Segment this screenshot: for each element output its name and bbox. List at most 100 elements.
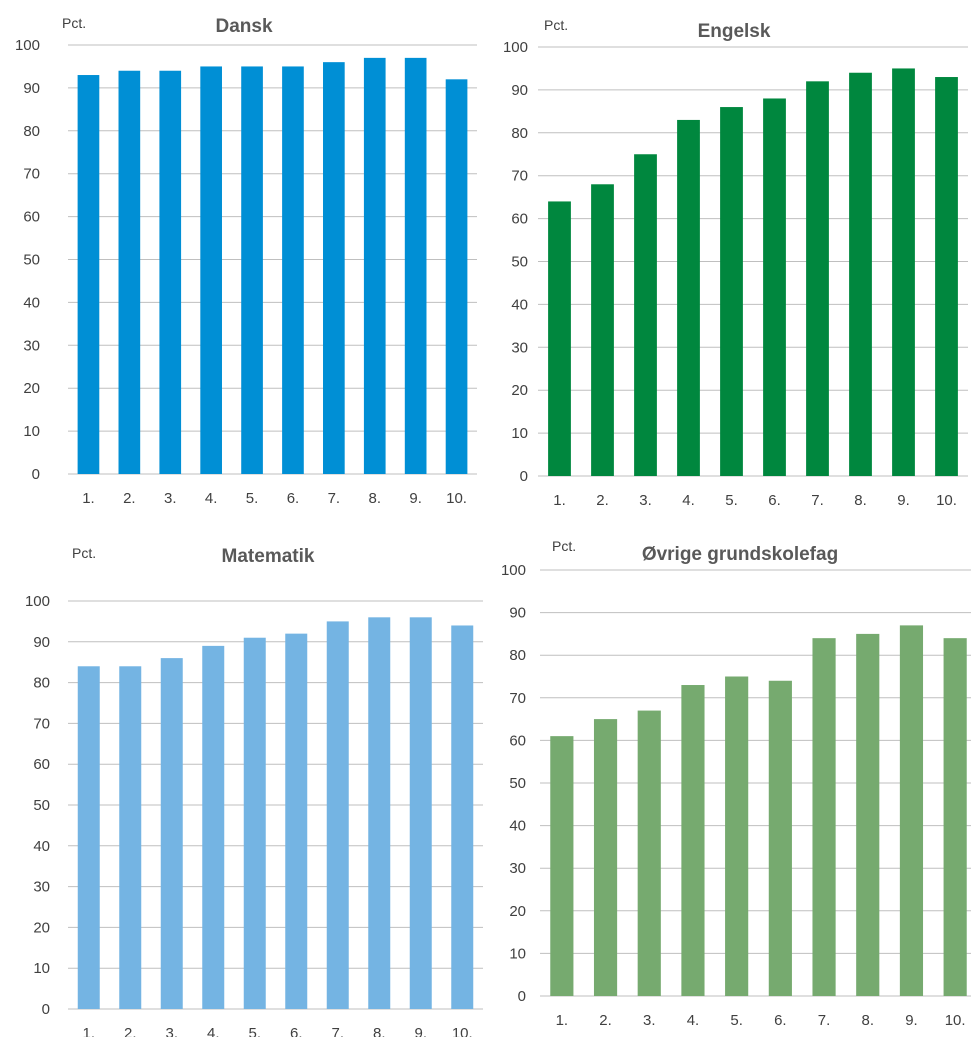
x-tick-label: 4. — [682, 492, 695, 509]
y-tick-label: 50 — [33, 797, 50, 814]
bar — [118, 70, 141, 475]
bar — [159, 70, 182, 475]
x-tick-label: 10. — [446, 490, 467, 507]
x-tick-label: 9. — [409, 490, 422, 507]
x-tick-label: 8. — [368, 490, 381, 507]
bar — [77, 666, 100, 1009]
bar — [943, 638, 967, 996]
bar — [935, 77, 958, 476]
x-tick-label: 3. — [165, 1025, 178, 1037]
bar — [451, 625, 474, 1009]
bar — [806, 81, 829, 476]
chart-title: Dansk — [215, 16, 272, 37]
y-tick-label: 30 — [33, 879, 50, 896]
y-tick-label: 40 — [33, 838, 50, 855]
x-tick-label: 1. — [556, 1012, 569, 1029]
y-tick-label: 90 — [509, 605, 526, 622]
y-tick-label: 10 — [509, 945, 526, 962]
x-tick-label: 6. — [287, 490, 300, 507]
x-tick-label: 1. — [82, 490, 95, 507]
y-tick-label: 70 — [33, 715, 50, 732]
y-tick-label: 10 — [511, 425, 528, 442]
bar — [200, 66, 222, 474]
x-tick-label: 2. — [124, 1025, 137, 1037]
x-tick-label: 3. — [164, 490, 177, 507]
x-tick-label: 3. — [643, 1012, 656, 1029]
y-tick-label: 0 — [32, 466, 40, 483]
x-tick-label: 8. — [861, 1012, 874, 1029]
x-tick-label: 9. — [414, 1025, 427, 1037]
chart-dansk: 0 10 20 30 40 50 60 70 80 90 100 1. 2. 3. 4. 5. 6. 7. 8. 9.… — [15, 15, 477, 507]
bar — [634, 154, 657, 476]
x-tick-label: 6. — [290, 1025, 303, 1037]
bar — [637, 710, 661, 996]
y-tick-label: 40 — [509, 818, 526, 835]
y-axis-label: Pct. — [544, 17, 568, 33]
y-tick-label: 80 — [511, 125, 528, 142]
y-tick-label: 20 — [23, 380, 40, 397]
y-tick-label: 70 — [23, 166, 40, 183]
bar — [160, 658, 183, 1009]
x-tick-label: 10. — [945, 1012, 966, 1029]
x-tick-label: 2. — [599, 1012, 612, 1029]
y-tick-label: 80 — [33, 675, 50, 692]
y-tick-label: 80 — [23, 123, 40, 140]
bar — [681, 685, 705, 996]
x-tick-label: 8. — [854, 492, 867, 509]
x-tick-label: 7. — [331, 1025, 344, 1037]
y-tick-label: 20 — [33, 919, 50, 936]
chart-title: Engelsk — [698, 21, 771, 42]
y-axis-label: Pct. — [62, 15, 86, 31]
y-tick-label: 70 — [511, 168, 528, 185]
y-tick-label: 90 — [33, 634, 50, 651]
y-tick-label: 40 — [23, 294, 40, 311]
y-tick-label: 90 — [511, 82, 528, 99]
bar — [445, 79, 468, 474]
bar — [812, 638, 836, 996]
bar — [550, 736, 574, 996]
bar — [119, 666, 142, 1009]
y-axis-label: Pct. — [552, 538, 576, 554]
bar — [404, 57, 427, 475]
y-tick-label: 100 — [15, 37, 40, 54]
chart-title: Matematik — [222, 546, 315, 567]
x-tick-label: 9. — [897, 492, 910, 509]
y-tick-label: 10 — [23, 423, 40, 440]
y-tick-label: 30 — [509, 860, 526, 877]
bar — [241, 66, 263, 474]
bar — [892, 68, 915, 476]
x-tick-label: 1. — [553, 492, 566, 509]
chart-engelsk: 0 10 20 30 40 50 60 70 80 90 100 1. 2. 3. 4. 5. 6. 7. 8. 9.… — [503, 17, 968, 509]
bar — [725, 676, 749, 996]
y-tick-label: 100 — [501, 562, 526, 579]
y-tick-label: 40 — [511, 296, 528, 313]
x-tick-label: 10. — [452, 1025, 473, 1037]
x-tick-label: 5. — [730, 1012, 743, 1029]
x-tick-label: 8. — [373, 1025, 386, 1037]
bar — [677, 119, 700, 477]
x-tick-label: 4. — [687, 1012, 700, 1029]
bar — [763, 98, 786, 476]
chart-oevrige-grundskolefag: 0 10 20 30 40 50 60 70 80 90 100 1. 2. 3. 4. 5. 6. 7. 8. 9.… — [501, 538, 971, 1029]
x-tick-label: 2. — [123, 490, 136, 507]
bar — [282, 66, 304, 474]
bar — [548, 201, 571, 476]
y-tick-label: 50 — [511, 254, 528, 271]
y-tick-label: 100 — [25, 593, 50, 610]
y-axis-label: Pct. — [72, 545, 96, 561]
x-tick-label: 9. — [905, 1012, 918, 1029]
y-tick-label: 50 — [23, 252, 40, 269]
x-tick-label: 4. — [205, 490, 218, 507]
y-tick-label: 0 — [518, 988, 526, 1005]
bar — [243, 637, 266, 1009]
chart-title: Øvrige grundskolefag — [642, 544, 838, 565]
x-tick-label: 10. — [936, 492, 957, 509]
bar — [768, 680, 792, 996]
y-tick-label: 30 — [511, 339, 528, 356]
y-tick-label: 0 — [42, 1001, 50, 1018]
x-tick-label: 5. — [248, 1025, 261, 1037]
y-tick-label: 20 — [511, 382, 528, 399]
bar — [591, 184, 614, 476]
y-tick-label: 60 — [33, 756, 50, 773]
x-tick-label: 4. — [207, 1025, 220, 1037]
